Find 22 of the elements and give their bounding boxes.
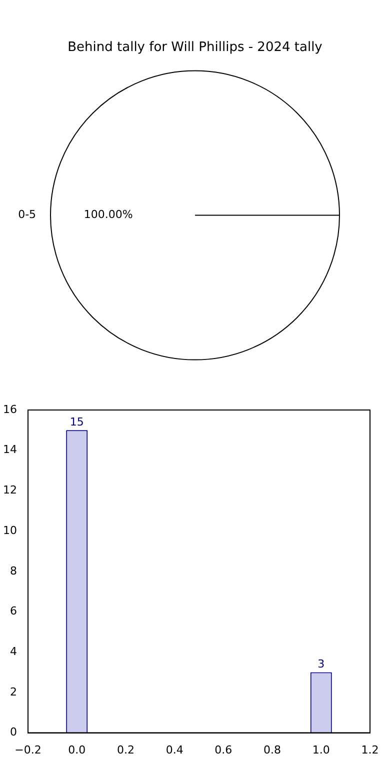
y-tick-label: 6 — [10, 604, 17, 618]
x-tick-label: 0.2 — [116, 743, 134, 756]
y-tick-label: 16 — [2, 402, 17, 416]
y-tick-label: 2 — [10, 685, 17, 698]
y-tick-label: 0 — [10, 726, 17, 739]
x-tick-label: 0.8 — [264, 743, 282, 756]
data-label: 100.00% — [84, 208, 133, 222]
y-tick-label: 14 — [2, 443, 17, 456]
chart-title: Behind tally for Will Phillips - 2024 tally — [68, 40, 323, 56]
x-tick-label: 0.0 — [68, 743, 86, 756]
x-tick-label: 0.4 — [166, 743, 184, 756]
y-tick-label: 4 — [10, 644, 17, 658]
x-tick-label: 1.0 — [312, 743, 330, 756]
x-tick-label: 0.6 — [214, 743, 232, 756]
data-label: 3 — [318, 658, 325, 671]
y-tick-label: 10 — [2, 524, 17, 537]
x-tick-label: −0.2 — [14, 743, 42, 756]
x-tick-label: 1.2 — [361, 743, 379, 756]
y-tick-label: 12 — [2, 484, 17, 497]
y-tick-label: 8 — [10, 564, 17, 578]
data-label: 15 — [70, 416, 84, 429]
slice-label: 0-5 — [18, 208, 36, 222]
